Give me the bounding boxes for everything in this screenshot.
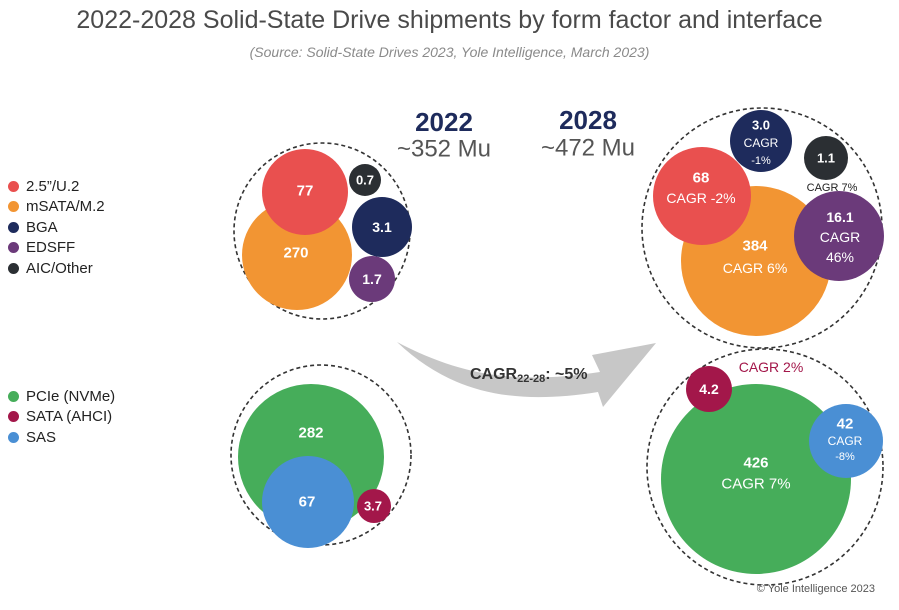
value-2022-edsff: 1.7 [362, 271, 382, 287]
bubble-2028-edsff [794, 191, 884, 281]
value-2028-aic: 1.1 [817, 151, 835, 166]
value-2028-sata: 4.2 [699, 381, 719, 397]
legend-label: EDSFF [26, 239, 76, 257]
interface-legend-item: SAS [8, 427, 115, 448]
legend-label: SATA (AHCI) [26, 408, 113, 426]
value-2028-msata: 384 [742, 238, 768, 255]
cagr-2028-msata: CAGR 6% [723, 260, 788, 276]
bubble-2022-bga [352, 197, 412, 257]
cagr-2028-edsff-label: CAGR [820, 229, 860, 245]
interface-legend-item: PCIe (NVMe) [8, 386, 115, 407]
value-2022-sata: 3.7 [364, 499, 382, 514]
value-2028-sas: 42 [837, 416, 854, 433]
bubble-2022-sas [262, 456, 354, 548]
bubble-2028-sata [686, 366, 732, 412]
bubble-2022-u2 [262, 149, 348, 235]
legend-label: AIC/Other [26, 259, 93, 277]
legend-swatch [8, 180, 19, 192]
bubble-2022-sata [357, 489, 391, 523]
legend-label: BGA [26, 218, 58, 236]
bubble-2028-bga [730, 110, 792, 172]
value-2022-u2: 77 [297, 183, 314, 200]
legend-label: mSATA/M.2 [26, 198, 105, 216]
legend-swatch [8, 242, 19, 254]
cagr-2028-aic: CAGR 7% [807, 182, 858, 194]
value-2022-bga: 3.1 [372, 219, 392, 235]
cagr-2028-sas-value: -8% [835, 451, 855, 463]
growth-arrow [397, 342, 656, 407]
legend-swatch [8, 431, 19, 443]
legend-swatch [8, 262, 19, 274]
group-2028-interface [646, 348, 884, 586]
form-factor-legend-item: BGA [8, 217, 105, 238]
cagr-2028-bga-label: CAGR [744, 136, 779, 150]
interface-legend-item: SATA (AHCI) [8, 407, 115, 428]
legend-label: 2.5”/U.2 [26, 177, 80, 195]
cagr-2028-u2: CAGR -2% [666, 190, 735, 206]
cagr-2028-edsff-value: 46% [826, 249, 854, 265]
cagr-2028-pcie: CAGR 7% [721, 476, 790, 493]
value-2028-bga: 3.0 [752, 118, 770, 133]
bubble-2028-sas [809, 404, 883, 478]
value-2022-sas: 67 [299, 494, 316, 511]
legend-swatch [8, 411, 19, 423]
cagr-2028-sas-label: CAGR [828, 434, 863, 448]
value-2028-u2: 68 [693, 170, 710, 187]
total-label-2028: ~472 Mu [541, 135, 635, 162]
copyright-notice: © Yole Intelligence 2023 [756, 583, 875, 595]
value-2028-edsff: 16.1 [826, 209, 853, 225]
interface-legend: PCIe (NVMe) SATA (AHCI) SAS [8, 386, 115, 448]
form-factor-legend-item: EDSFF [8, 238, 105, 259]
legend-label: PCIe (NVMe) [26, 387, 116, 405]
cagr-2028-bga-value: -1% [751, 155, 771, 167]
value-2022-pcie: 282 [298, 425, 323, 442]
legend-swatch [8, 201, 19, 213]
value-2022-aic: 0.7 [356, 173, 374, 188]
chart-subtitle: (Source: Solid-State Drives 2023, Yole I… [249, 44, 650, 60]
bubble-2028-aic [804, 136, 848, 180]
legend-label: SAS [26, 428, 57, 446]
bubble-2022-aic [349, 164, 381, 196]
form-factor-legend-item: AIC/Other [8, 258, 105, 279]
cagr-2028-sata: CAGR 2% [739, 359, 804, 375]
bubble-2028-pcie [661, 384, 851, 574]
legend-swatch [8, 390, 19, 402]
bubble-2022-edsff [349, 256, 395, 302]
form-factor-legend-item: mSATA/M.2 [8, 197, 105, 218]
value-2022-msata: 270 [283, 245, 308, 262]
bubble-2028-u2 [653, 147, 751, 245]
legend-swatch [8, 221, 19, 233]
chart-title: 2022-2028 Solid-State Drive shipments by… [76, 6, 823, 34]
year-label-2022: 2022 [415, 107, 473, 137]
overall-cagr-label: CAGR22-28: ~5% [470, 366, 588, 386]
value-2028-pcie: 426 [743, 455, 768, 472]
form-factor-legend-item: 2.5”/U.2 [8, 176, 105, 197]
form-factor-legend: 2.5”/U.2 mSATA/M.2 BGA EDSFF AIC/Other [8, 176, 105, 279]
total-label-2022: ~352 Mu [397, 136, 491, 163]
year-label-2028: 2028 [559, 105, 617, 135]
